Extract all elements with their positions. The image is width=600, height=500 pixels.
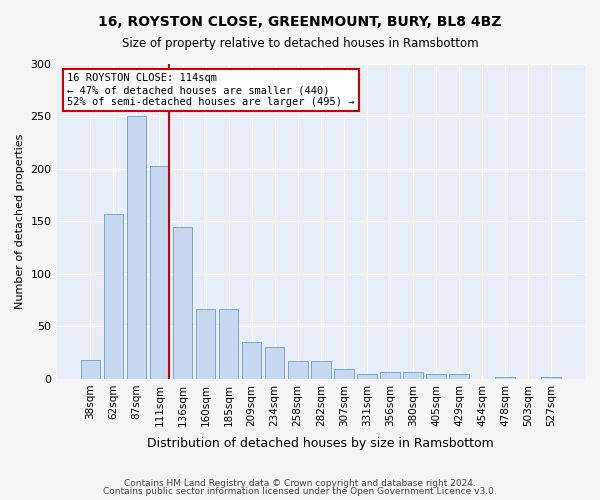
Text: Size of property relative to detached houses in Ramsbottom: Size of property relative to detached ho… — [122, 38, 478, 51]
Text: 16, ROYSTON CLOSE, GREENMOUNT, BURY, BL8 4BZ: 16, ROYSTON CLOSE, GREENMOUNT, BURY, BL8… — [98, 15, 502, 29]
Y-axis label: Number of detached properties: Number of detached properties — [15, 134, 25, 309]
Bar — [173, 226, 193, 379]
Bar — [242, 342, 262, 379]
Bar — [334, 370, 353, 379]
Bar — [149, 166, 169, 379]
Bar — [104, 214, 123, 379]
Bar — [426, 374, 446, 379]
Bar — [219, 308, 238, 379]
Bar — [496, 377, 515, 379]
Bar — [403, 372, 423, 379]
Bar — [288, 361, 308, 379]
Bar — [127, 116, 146, 379]
Bar — [80, 360, 100, 379]
Bar — [380, 372, 400, 379]
X-axis label: Distribution of detached houses by size in Ramsbottom: Distribution of detached houses by size … — [148, 437, 494, 450]
Bar — [196, 308, 215, 379]
Text: Contains public sector information licensed under the Open Government Licence v3: Contains public sector information licen… — [103, 487, 497, 496]
Text: 16 ROYSTON CLOSE: 114sqm
← 47% of detached houses are smaller (440)
52% of semi-: 16 ROYSTON CLOSE: 114sqm ← 47% of detach… — [67, 74, 355, 106]
Bar — [357, 374, 377, 379]
Bar — [541, 377, 561, 379]
Bar — [311, 361, 331, 379]
Bar — [449, 374, 469, 379]
Bar — [265, 348, 284, 379]
Text: Contains HM Land Registry data © Crown copyright and database right 2024.: Contains HM Land Registry data © Crown c… — [124, 478, 476, 488]
